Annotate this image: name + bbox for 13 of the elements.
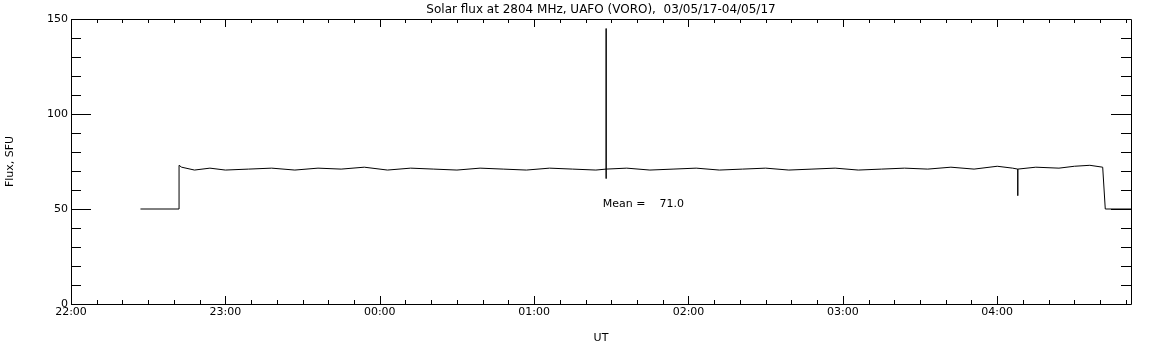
y-tick-label: 150 xyxy=(47,11,68,25)
annotation: Mean = 71.0 xyxy=(602,197,684,211)
x-tick-label: 04:00 xyxy=(981,305,1014,319)
x-axis-title: UT xyxy=(593,331,609,345)
y-axis-title: Flux, SFU xyxy=(3,135,17,188)
x-tick-label: 23:00 xyxy=(209,305,242,319)
y-tick-label: 100 xyxy=(47,106,68,120)
x-tick-label: 03:00 xyxy=(826,305,859,319)
x-tick-label: 01:00 xyxy=(518,305,550,319)
x-tick-label: 00:00 xyxy=(363,305,396,319)
chart-title: Solar flux at 2804 MHz, UAFO (VORO), 03/05/17-04/05/17 xyxy=(426,2,776,16)
y-tick-label: 50 xyxy=(54,201,68,215)
x-tick-label: 02:00 xyxy=(672,305,705,319)
